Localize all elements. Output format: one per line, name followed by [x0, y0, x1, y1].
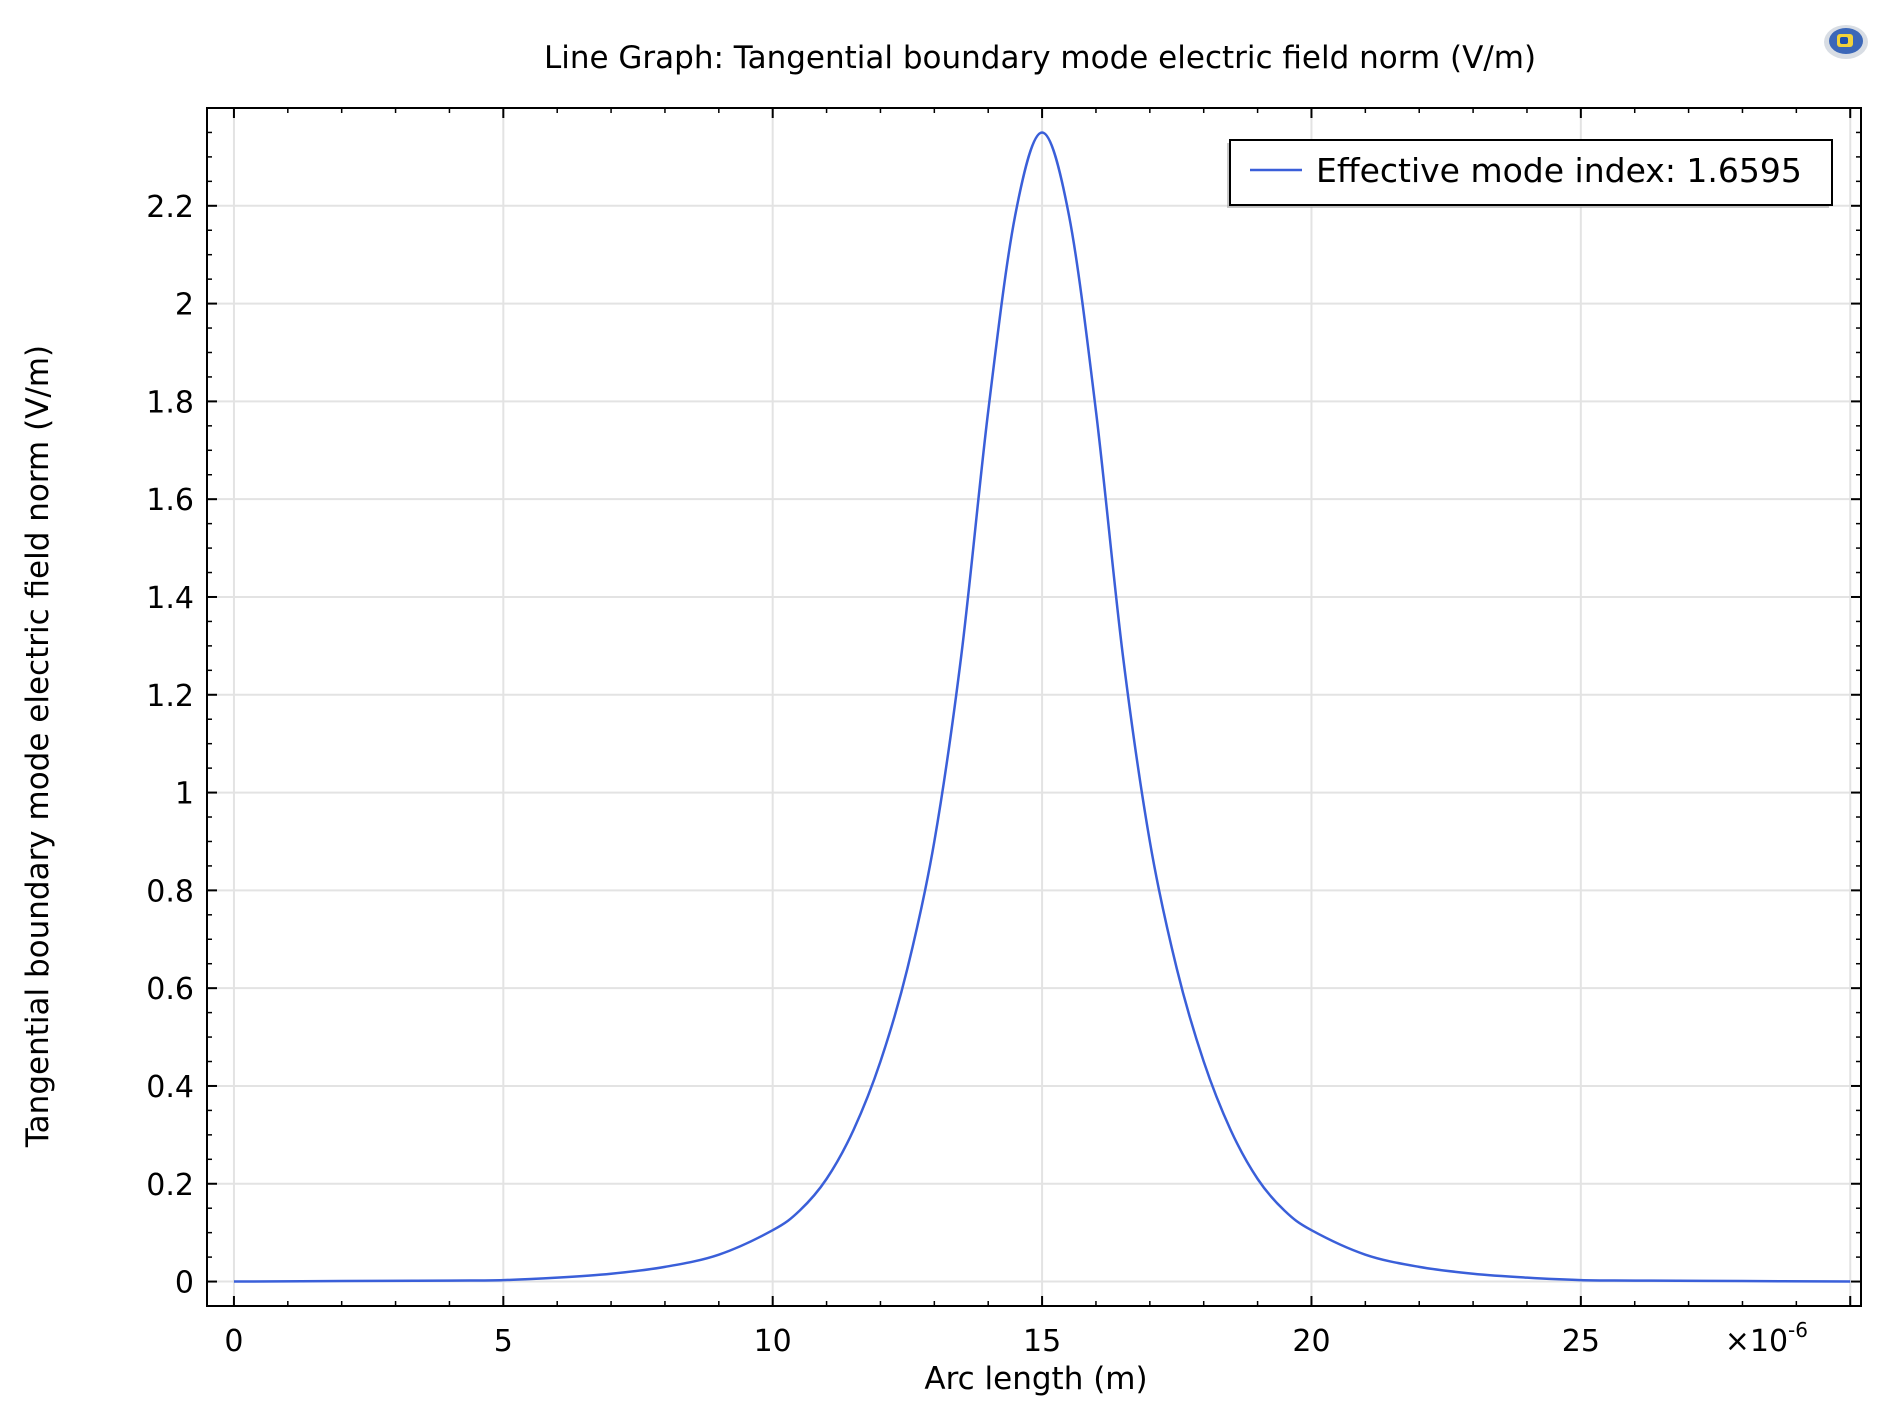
y-tick-label: 1.2 — [146, 679, 194, 714]
y-tick-label: 0.2 — [146, 1168, 194, 1203]
x-tick-label: 25 — [1562, 1324, 1600, 1359]
x-axis-multiplier: ×10-6 — [1725, 1318, 1808, 1359]
y-tick-label: 2 — [175, 288, 194, 323]
axis-ticks — [207, 108, 1861, 1306]
y-tick-label: 0.4 — [146, 1070, 194, 1105]
x-axis-title: Arc length (m) — [924, 1361, 1147, 1397]
y-tick-label: 2.2 — [146, 190, 194, 225]
y-tick-label: 0 — [175, 1266, 194, 1301]
x-tick-label: 0 — [224, 1324, 243, 1359]
y-tick-labels: 0 0.2 0.4 0.6 0.8 1 1.2 1.4 1.6 1.8 2 2.2 — [146, 190, 194, 1301]
x-tick-labels: 0 5 10 15 20 25 — [224, 1324, 1600, 1359]
series-line — [233, 131, 1851, 1283]
plot-frame — [206, 107, 1862, 1307]
y-tick-label: 0.6 — [146, 972, 194, 1007]
x-tick-label: 20 — [1292, 1324, 1330, 1359]
series-layer — [233, 131, 1851, 1283]
grid-lines — [207, 108, 1861, 1306]
x-tick-label: 5 — [494, 1324, 513, 1359]
legend-box — [1229, 139, 1833, 206]
comsol-logo-icon — [1824, 25, 1868, 59]
y-tick-label: 1.4 — [146, 581, 194, 616]
y-tick-label: 1 — [175, 777, 194, 812]
x-tick-label: 10 — [754, 1324, 792, 1359]
x-tick-label: 15 — [1023, 1324, 1061, 1359]
y-tick-label: 1.8 — [146, 385, 194, 420]
legend: Effective mode index: 1.6595 — [1227, 139, 1833, 208]
chart-title: Line Graph: Tangential boundary mode ele… — [544, 40, 1536, 76]
y-tick-label: 0.8 — [146, 874, 194, 909]
y-axis-title: Tangential boundary mode electric field … — [20, 345, 56, 1148]
y-tick-label: 1.6 — [146, 483, 194, 518]
legend-label: Effective mode index: 1.6595 — [1316, 151, 1802, 190]
